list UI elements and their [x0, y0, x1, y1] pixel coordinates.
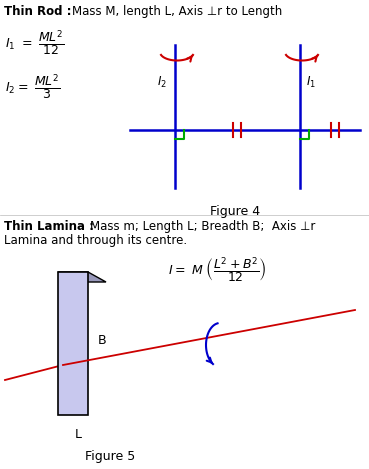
Text: B: B — [98, 333, 107, 347]
Text: L: L — [75, 428, 82, 441]
Text: Mass m; Length L; Breadth B;  Axis ⊥r: Mass m; Length L; Breadth B; Axis ⊥r — [90, 220, 315, 233]
Text: Figure 4: Figure 4 — [210, 205, 260, 218]
Text: Thin Lamina :: Thin Lamina : — [4, 220, 98, 233]
Text: $I_1$: $I_1$ — [306, 75, 316, 90]
Text: Lamina and through its centre.: Lamina and through its centre. — [4, 234, 187, 247]
Text: Mass M, length L, Axis ⊥r to Length: Mass M, length L, Axis ⊥r to Length — [72, 5, 282, 18]
Polygon shape — [58, 272, 88, 415]
Polygon shape — [58, 272, 106, 282]
Text: $I_2$: $I_2$ — [157, 75, 167, 90]
Text: $I_2 = \ \dfrac{ML^2}{3}$: $I_2 = \ \dfrac{ML^2}{3}$ — [5, 72, 61, 101]
Text: $I_1 \ = \ \dfrac{ML^2}{12}$: $I_1 \ = \ \dfrac{ML^2}{12}$ — [5, 28, 65, 58]
Text: Thin Rod :: Thin Rod : — [4, 5, 76, 18]
Text: Figure 5: Figure 5 — [85, 450, 135, 463]
Text: $I = \ M \ \left(\dfrac{L^2 + B^2}{12}\right)$: $I = \ M \ \left(\dfrac{L^2 + B^2}{12}\r… — [168, 255, 267, 285]
